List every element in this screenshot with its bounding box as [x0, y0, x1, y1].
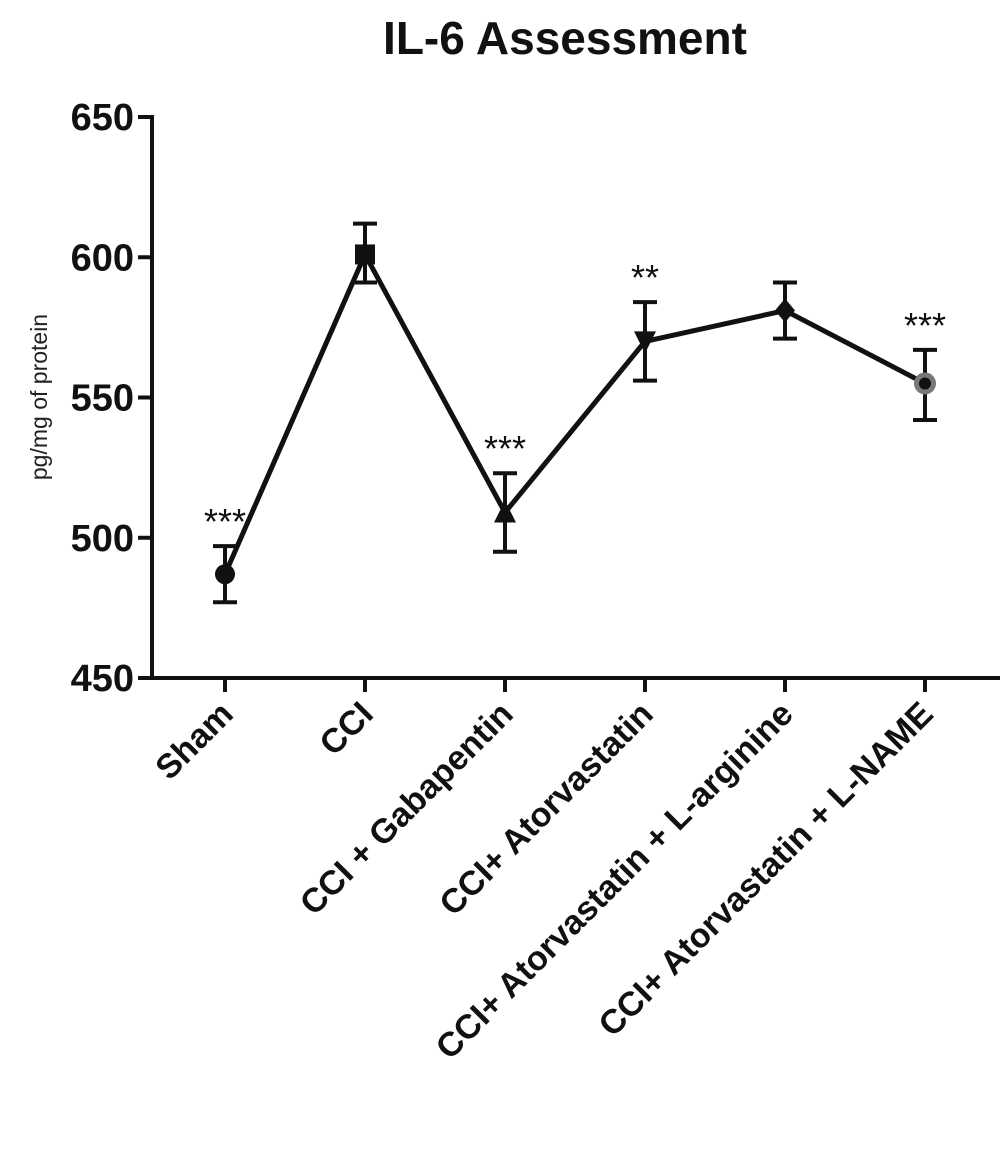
y-tick-label: 500: [71, 518, 134, 560]
y-tick-label: 650: [71, 97, 134, 139]
data-point-core: [919, 377, 931, 390]
data-point: [634, 331, 656, 354]
axes: [150, 115, 1000, 680]
data-point: [494, 500, 516, 523]
significance-label: ***: [484, 428, 526, 469]
y-axis-label: pg/mg of protein: [26, 314, 52, 480]
plot-area: ***********: [204, 221, 946, 605]
series-line: [222, 251, 927, 576]
data-point: [775, 298, 795, 323]
y-tick-label: 600: [71, 237, 134, 279]
data-point: [215, 564, 235, 585]
data-point: [355, 244, 375, 265]
y-ticks: 450 500 550 600 650: [71, 97, 152, 700]
y-tick-label: 550: [71, 378, 134, 420]
chart-title: IL-6 Assessment: [383, 12, 747, 64]
significance-label: ***: [204, 501, 246, 542]
significance-label: **: [631, 257, 659, 298]
significance-label: ***: [904, 305, 946, 346]
y-tick-label: 450: [71, 658, 134, 700]
x-tick-label: Sham: [148, 695, 240, 787]
x-tick-label: CCI: [312, 695, 380, 763]
